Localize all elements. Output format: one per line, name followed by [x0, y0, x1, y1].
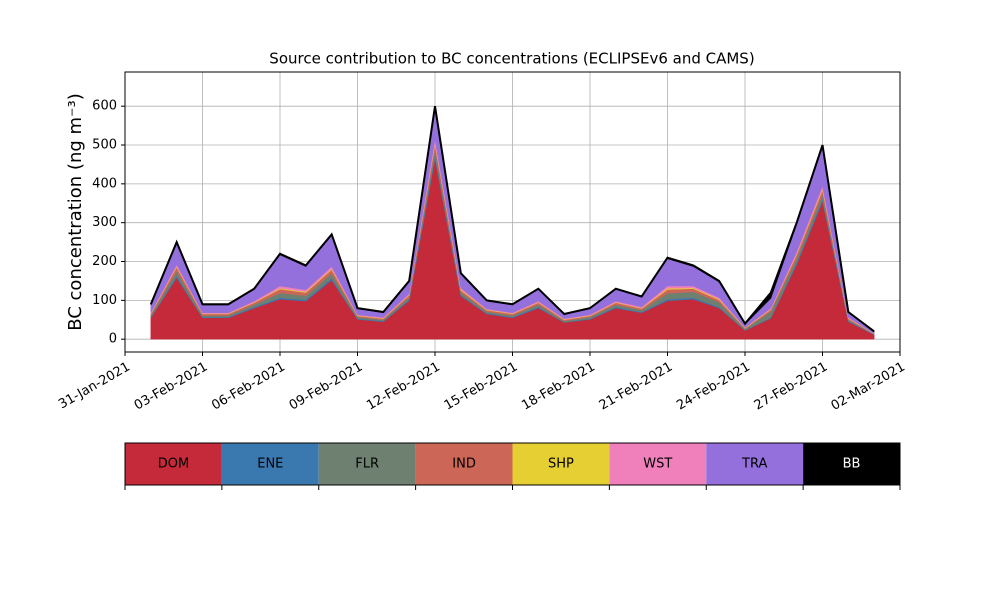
legend-swatch	[415, 443, 513, 485]
chart-title: Source contribution to BC concentrations…	[269, 50, 754, 68]
legend-swatch	[512, 443, 610, 485]
legend-swatch	[609, 443, 707, 485]
legend-label: WST	[643, 457, 672, 472]
legend-label: TRA	[741, 457, 767, 472]
y-tick-label: 400	[92, 176, 117, 191]
legend-label: BB	[843, 457, 861, 472]
legend-label: ENE	[257, 457, 283, 472]
x-tick-label: 12-Feb-2021	[364, 360, 443, 414]
legend-label: SHP	[548, 457, 574, 472]
legend-swatch	[318, 443, 416, 485]
legend-swatch	[706, 443, 804, 485]
legend-swatch	[221, 443, 319, 485]
y-tick-label: 0	[109, 332, 117, 347]
y-tick-label: 100	[92, 293, 117, 308]
x-tick-label: 24-Feb-2021	[674, 360, 753, 414]
y-tick-label: 300	[92, 215, 117, 230]
x-tick-label: 03-Feb-2021	[132, 360, 211, 414]
x-tick-label: 02-Mar-2021	[829, 360, 908, 414]
x-tick-label: 15-Feb-2021	[442, 360, 521, 414]
x-tick-label: 31-Jan-2021	[56, 360, 133, 413]
y-axis-label: BC concentration (ng m⁻³)	[65, 93, 86, 331]
legend-label: FLR	[355, 457, 379, 472]
legend-frame	[124, 442, 901, 486]
legend-label: DOM	[158, 457, 189, 472]
legend-label: IND	[452, 457, 476, 472]
x-tick-label: 27-Feb-2021	[752, 360, 831, 414]
x-tick-label: 18-Feb-2021	[519, 360, 598, 414]
x-tick-label: 09-Feb-2021	[287, 360, 366, 414]
y-tick-label: 600	[92, 99, 117, 114]
legend-swatch	[803, 443, 900, 485]
total-line	[149, 106, 875, 333]
x-tick-label: 21-Feb-2021	[597, 360, 676, 414]
y-tick-label: 200	[92, 254, 117, 269]
y-tick-label: 500	[92, 138, 117, 153]
x-tick-label: 06-Feb-2021	[209, 360, 288, 414]
legend-swatch	[125, 443, 222, 485]
